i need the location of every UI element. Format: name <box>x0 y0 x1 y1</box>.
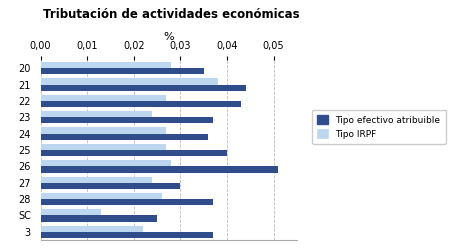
Bar <box>40 166 279 172</box>
Bar <box>40 150 227 156</box>
Bar <box>40 232 213 238</box>
Bar <box>40 176 153 183</box>
Bar <box>40 68 204 74</box>
X-axis label: %: % <box>163 32 174 42</box>
Text: Tributación de actividades económicas: Tributación de actividades económicas <box>43 8 299 20</box>
Bar <box>40 199 213 205</box>
Bar <box>40 226 143 232</box>
Bar <box>40 144 166 150</box>
Bar <box>40 193 162 199</box>
Bar <box>40 101 241 107</box>
Bar <box>40 216 157 222</box>
Bar <box>40 95 166 101</box>
Legend: Tipo efectivo atribuible, Tipo IRPF: Tipo efectivo atribuible, Tipo IRPF <box>312 110 446 144</box>
Bar <box>40 134 208 140</box>
Bar <box>40 62 171 68</box>
Bar <box>40 117 213 124</box>
Bar <box>40 78 218 84</box>
Bar <box>40 111 153 117</box>
Bar <box>40 160 171 166</box>
Bar <box>40 183 180 189</box>
Bar <box>40 209 101 216</box>
Bar <box>40 84 246 91</box>
Bar <box>40 128 166 134</box>
